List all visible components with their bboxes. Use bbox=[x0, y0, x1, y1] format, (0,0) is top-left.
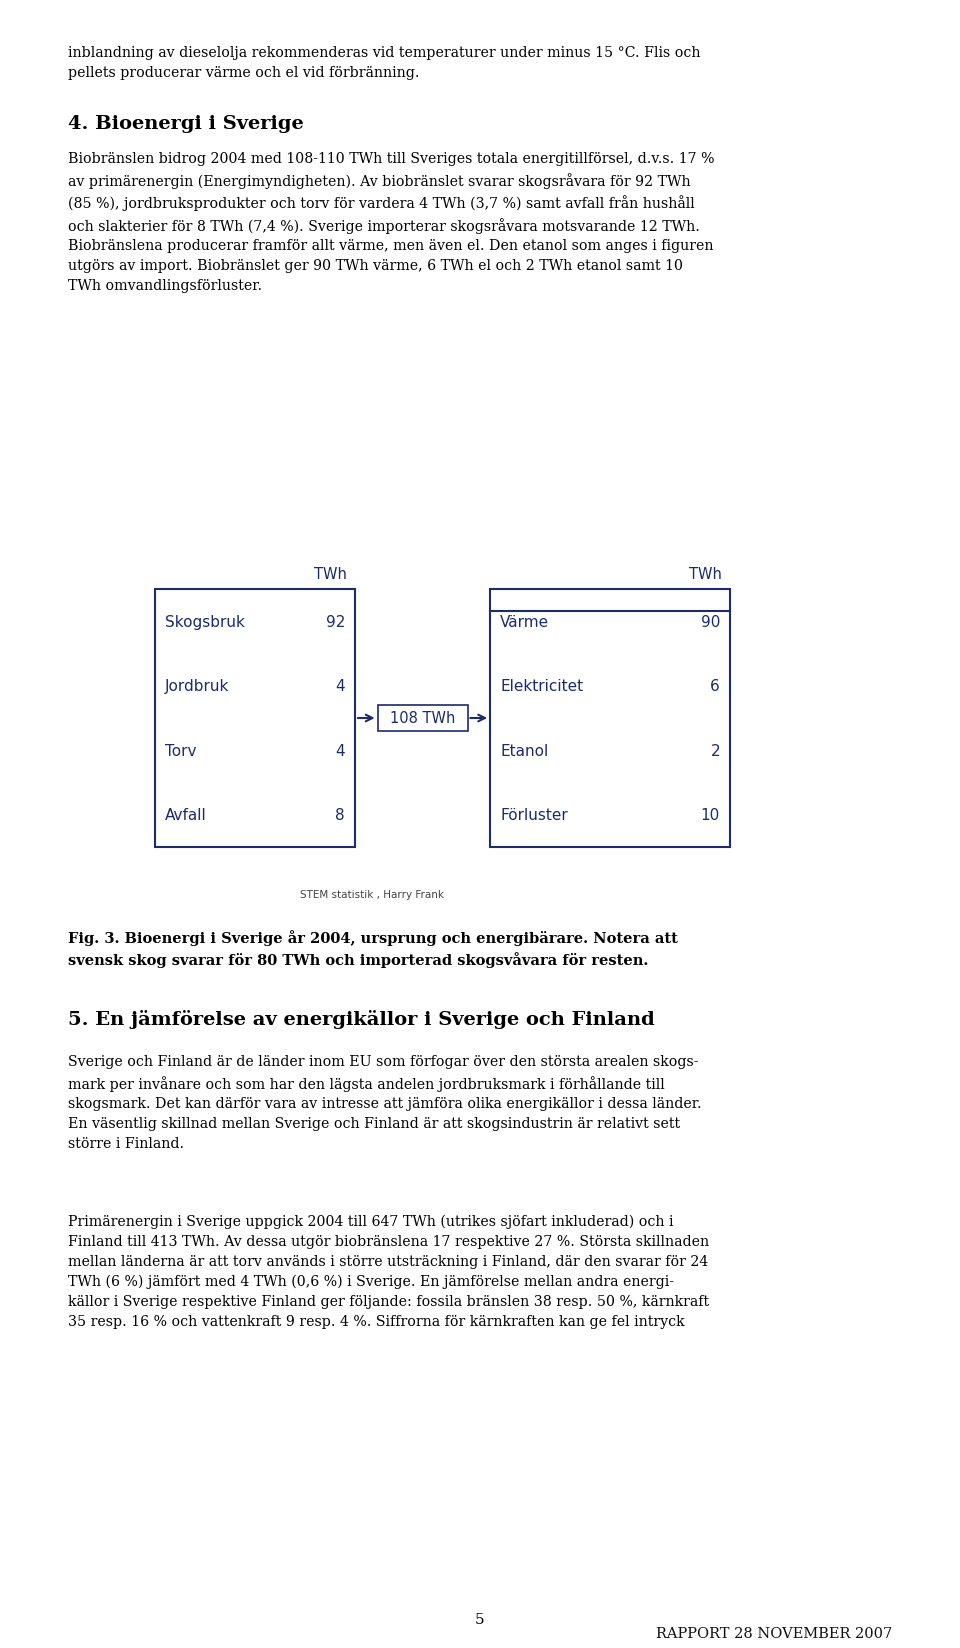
Text: Fig. 3. Bioenergi i Sverige år 2004, ursprung och energibärare. Notera att
svens: Fig. 3. Bioenergi i Sverige år 2004, urs… bbox=[68, 929, 678, 967]
FancyBboxPatch shape bbox=[155, 590, 355, 847]
Text: Torv: Torv bbox=[165, 743, 197, 758]
Text: 10: 10 bbox=[701, 808, 720, 822]
Text: 8: 8 bbox=[335, 808, 345, 822]
Text: TWh: TWh bbox=[689, 567, 722, 582]
Text: 2: 2 bbox=[710, 743, 720, 758]
Text: 4. Bioenergi i Sverige: 4. Bioenergi i Sverige bbox=[68, 115, 303, 133]
Text: Etanol: Etanol bbox=[500, 743, 548, 758]
Text: Värme: Värme bbox=[500, 615, 549, 630]
Text: Primärenergin i Sverige uppgick 2004 till 647 TWh (utrikes sjöfart inkluderad) o: Primärenergin i Sverige uppgick 2004 til… bbox=[68, 1215, 709, 1328]
Text: 5: 5 bbox=[475, 1612, 485, 1627]
Text: 108 TWh: 108 TWh bbox=[390, 710, 455, 727]
Text: 6: 6 bbox=[710, 679, 720, 694]
Text: Biobränslen bidrog 2004 med 108-110 TWh till Sveriges totala energitillförsel, d: Biobränslen bidrog 2004 med 108-110 TWh … bbox=[68, 152, 714, 293]
Text: 90: 90 bbox=[701, 615, 720, 630]
Text: Avfall: Avfall bbox=[165, 808, 206, 822]
FancyBboxPatch shape bbox=[490, 590, 730, 847]
Text: 4: 4 bbox=[335, 679, 345, 694]
FancyBboxPatch shape bbox=[377, 705, 468, 732]
Text: STEM statistik , Harry Frank: STEM statistik , Harry Frank bbox=[300, 890, 444, 900]
Text: Förluster: Förluster bbox=[500, 808, 567, 822]
Text: 4: 4 bbox=[335, 743, 345, 758]
Text: Sverige och Finland är de länder inom EU som förfogar över den största arealen s: Sverige och Finland är de länder inom EU… bbox=[68, 1055, 702, 1150]
Text: TWh: TWh bbox=[314, 567, 347, 582]
Text: Skogsbruk: Skogsbruk bbox=[165, 615, 245, 630]
Text: RAPPORT 28 NOVEMBER 2007: RAPPORT 28 NOVEMBER 2007 bbox=[656, 1627, 892, 1640]
Text: inblandning av dieselolja rekommenderas vid temperaturer under minus 15 °C. Flis: inblandning av dieselolja rekommenderas … bbox=[68, 46, 701, 79]
Text: Jordbruk: Jordbruk bbox=[165, 679, 229, 694]
Text: 92: 92 bbox=[325, 615, 345, 630]
Text: 5. En jämförelse av energikällor i Sverige och Finland: 5. En jämförelse av energikällor i Sveri… bbox=[68, 1009, 655, 1028]
Text: Elektricitet: Elektricitet bbox=[500, 679, 583, 694]
